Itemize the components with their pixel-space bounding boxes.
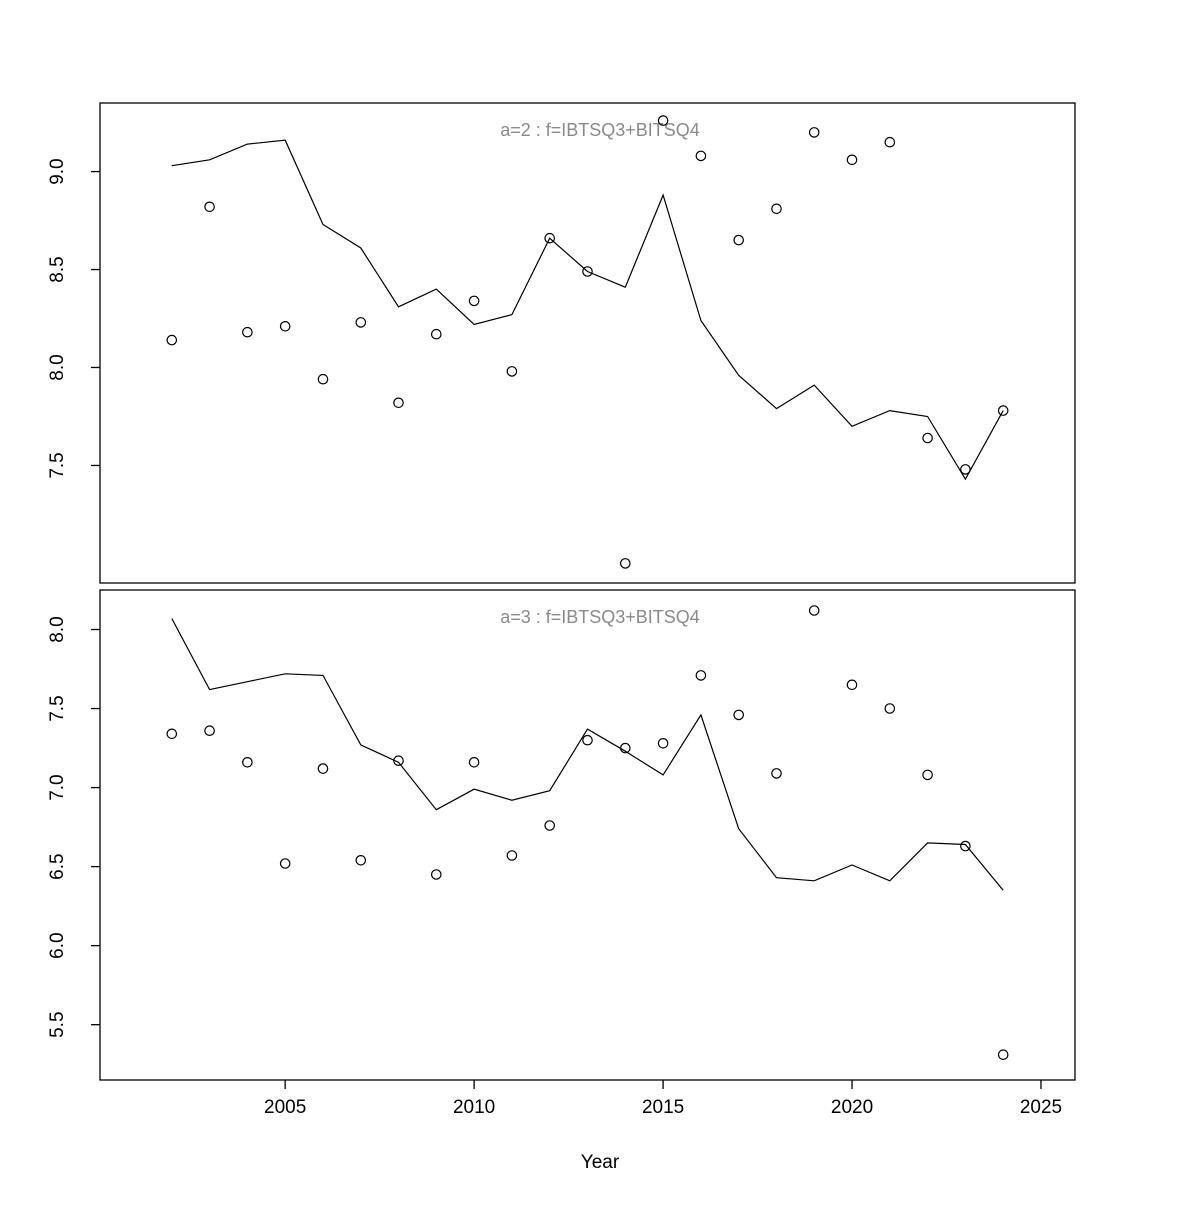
data-point: [204, 725, 215, 736]
panel-title-a2: a=2 : f=IBTSQ3+BITSQ4: [500, 120, 700, 140]
data-point: [166, 728, 178, 740]
y-tick-label: 7.0: [47, 774, 68, 800]
data-point: [506, 366, 518, 377]
data-point: [317, 763, 329, 774]
data-point: [393, 397, 404, 409]
data-point: [355, 317, 367, 328]
data-point: [808, 605, 820, 616]
data-point: [846, 154, 858, 166]
data-point: [468, 295, 480, 307]
data-point: [430, 869, 442, 880]
data-point: [771, 768, 782, 779]
data-point: [997, 405, 1009, 416]
data-point: [393, 755, 404, 766]
data-point: [884, 703, 896, 714]
x-tick-label: 2010: [453, 1097, 495, 1118]
fit-line: [171, 618, 1004, 891]
data-point: [506, 850, 518, 861]
data-point: [544, 820, 555, 831]
data-point: [279, 320, 291, 332]
data-point: [960, 840, 971, 852]
data-point: [204, 201, 215, 213]
data-point: [619, 742, 631, 754]
x-tick-label: 2015: [642, 1097, 684, 1118]
data-point: [317, 373, 329, 385]
y-tick-label: 8.0: [47, 354, 68, 380]
data-point: [960, 464, 971, 475]
y-tick-label: 6.5: [47, 853, 68, 879]
data-point: [771, 203, 782, 215]
data-point: [242, 756, 253, 768]
y-tick-label: 9.0: [47, 158, 68, 184]
data-point: [582, 266, 593, 277]
panel-title-a3: a=3 : f=IBTSQ3+BITSQ4: [500, 607, 700, 627]
data-point: [884, 136, 896, 148]
x-axis-label: Year: [581, 1152, 620, 1173]
data-point: [582, 734, 593, 746]
x-tick-label: 2005: [264, 1097, 306, 1118]
data-point: [544, 232, 555, 244]
panel-a3: 5.5 6.0 6.5 7.0 7.5 8.0 2005 2010 2015 2020 2025: [47, 589, 1076, 1118]
data-point: [355, 854, 367, 866]
fit-line: [171, 139, 1004, 481]
data-point: [846, 679, 858, 691]
data-point: [242, 326, 253, 338]
data-point: [657, 115, 669, 126]
data-point: [733, 709, 744, 721]
data-point: [619, 558, 631, 569]
panel-border: [99, 589, 1076, 1081]
x-tick-label: 2020: [831, 1097, 873, 1118]
panel-a2: 7.5 8.0 8.5 9.0: [47, 102, 1076, 584]
data-point: [922, 432, 933, 444]
data-point: [733, 234, 744, 246]
data-point: [430, 328, 442, 340]
y-tick-label: 8.5: [47, 256, 68, 282]
y-tick-label: 7.5: [47, 452, 68, 478]
data-point: [166, 334, 178, 346]
data-point: [468, 756, 480, 768]
data-point: [997, 1049, 1009, 1060]
data-point: [279, 858, 291, 869]
data-point: [922, 769, 933, 781]
data-point: [695, 150, 707, 162]
data-point: [808, 127, 820, 138]
y-tick-label: 8.0: [47, 616, 68, 642]
x-tick-label: 2025: [1020, 1097, 1062, 1118]
data-point: [657, 737, 669, 749]
panel-border: [99, 102, 1076, 584]
y-tick-label: 7.5: [47, 695, 68, 721]
y-tick-label: 6.0: [47, 932, 68, 958]
y-tick-label: 5.5: [47, 1011, 68, 1037]
data-point: [695, 670, 707, 681]
